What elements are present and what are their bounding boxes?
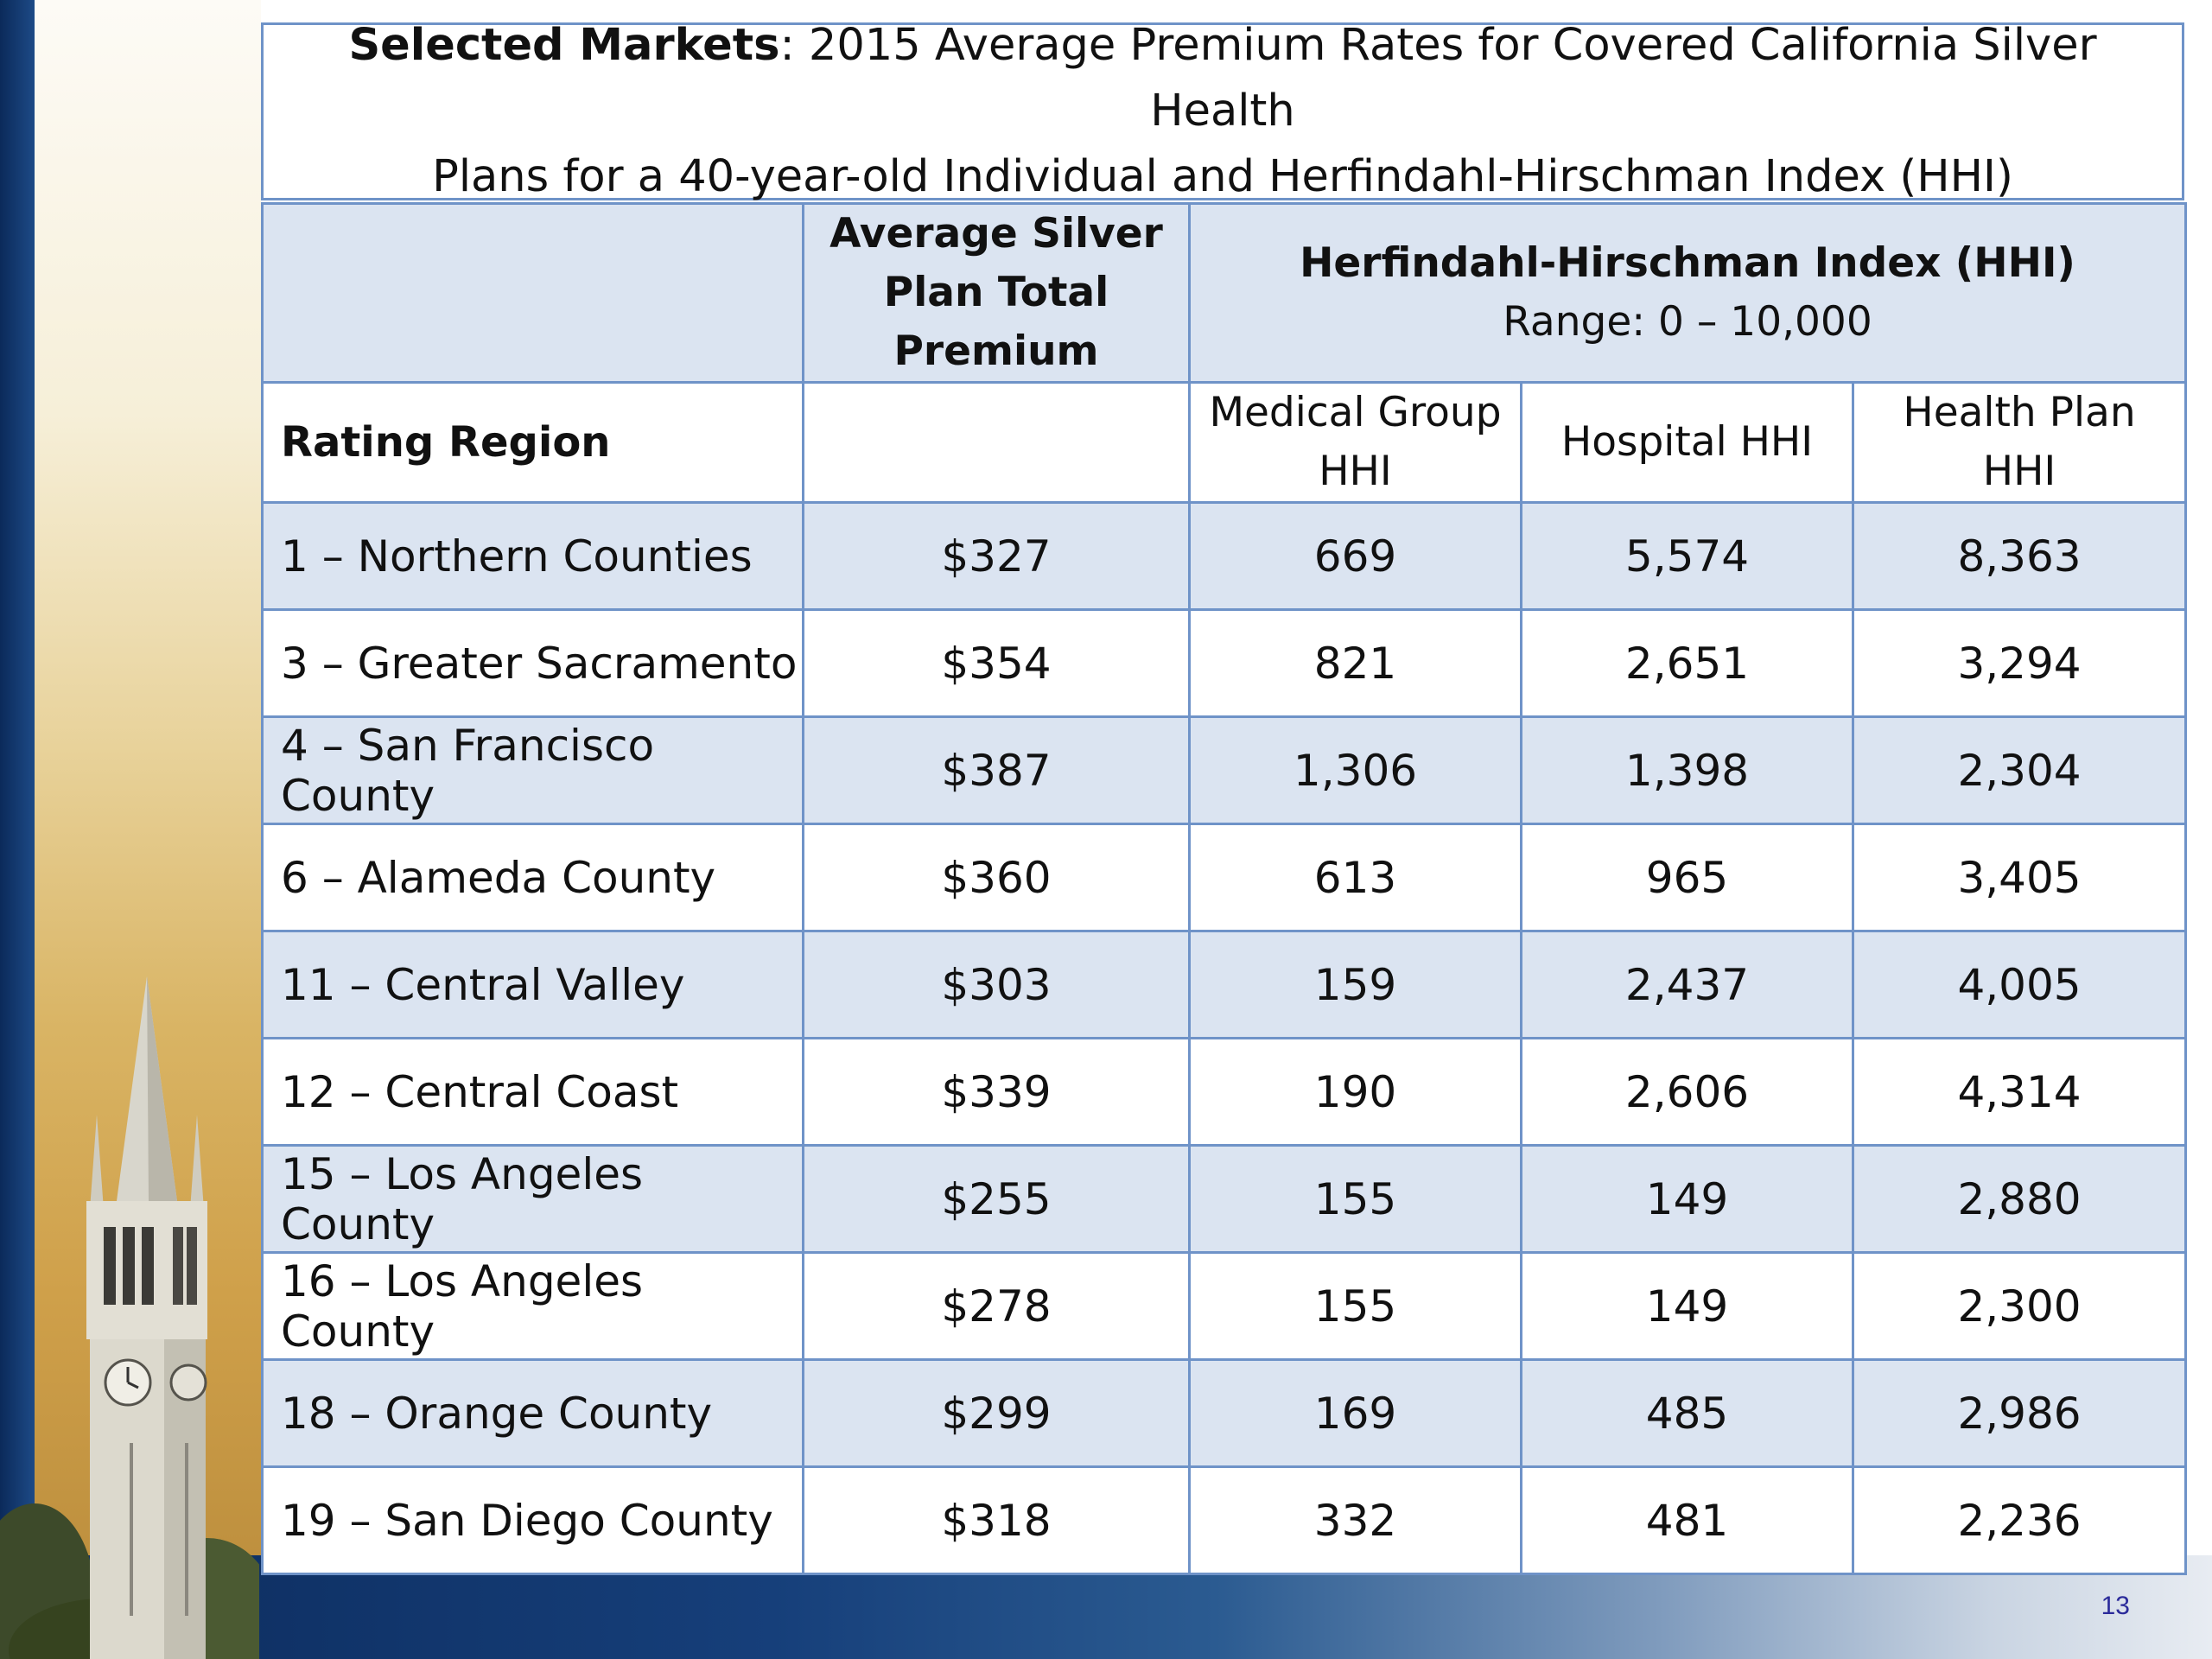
- cell-hospital: 1,398: [1520, 715, 1854, 825]
- cell-region: 18 – Orange County: [261, 1358, 804, 1468]
- table-row: 3 – Greater Sacramento $354 821 2,651 3,294: [261, 608, 2188, 718]
- cell-premium: $255: [802, 1144, 1191, 1254]
- cell-hospital: 149: [1520, 1144, 1854, 1254]
- slide-number: 13: [2101, 1592, 2130, 1620]
- cell-health-plan: 3,405: [1851, 823, 2188, 932]
- header-premium-line2: Plan Total: [883, 269, 1109, 316]
- cell-premium: $299: [802, 1358, 1191, 1468]
- cell-hospital: 149: [1520, 1251, 1854, 1361]
- cell-medical-group: 821: [1188, 608, 1522, 718]
- header-hhi: Herfindahl-Hirschman Index (HHI) Range: …: [1187, 202, 2188, 384]
- header-health-plan-line1: Health Plan: [1903, 389, 2136, 436]
- header-premium: Average Silver Plan Total Premium: [802, 202, 1191, 384]
- header-row-2: Rating Region Medical Group HHI Hospital…: [261, 381, 2188, 504]
- cell-region: 12 – Central Coast: [261, 1037, 804, 1147]
- cell-health-plan: 8,363: [1851, 501, 2188, 611]
- cell-medical-group: 155: [1188, 1144, 1522, 1254]
- header-hhi-title: Herfindahl-Hirschman Index (HHI): [1300, 239, 2075, 287]
- header-health-plan-line2: HHI: [1982, 448, 2056, 495]
- table-row: 1 – Northern Counties $327 669 5,574 8,363: [261, 501, 2188, 611]
- cell-hospital: 485: [1520, 1358, 1854, 1468]
- table-row: 19 – San Diego County $318 332 481 2,236: [261, 1465, 2188, 1575]
- cell-region: 1 – Northern Counties: [261, 501, 804, 611]
- header-hhi-range: Range: 0 – 10,000: [1503, 298, 1872, 346]
- header-blank-premium: [802, 381, 1191, 504]
- header-premium-line3: Premium: [893, 327, 1099, 375]
- table-row: 15 – Los Angeles County $255 155 149 2,880: [261, 1144, 2188, 1254]
- cell-premium: $387: [802, 715, 1191, 825]
- cell-medical-group: 155: [1188, 1251, 1522, 1361]
- header-medical-group: Medical Group HHI: [1188, 381, 1522, 504]
- cell-medical-group: 159: [1188, 930, 1522, 1039]
- header-empty-cell: [261, 202, 804, 384]
- table-row: 16 – Los Angeles County $278 155 149 2,300: [261, 1251, 2188, 1361]
- cell-region: 11 – Central Valley: [261, 930, 804, 1039]
- table-row: 4 – San Francisco County $387 1,306 1,398 2,…: [261, 715, 2188, 825]
- cell-region: 4 – San Francisco County: [261, 715, 804, 825]
- cell-hospital: 2,606: [1520, 1037, 1854, 1147]
- table-row: 6 – Alameda County $360 613 965 3,405: [261, 823, 2188, 932]
- table-row: 18 – Orange County $299 169 485 2,986: [261, 1358, 2188, 1468]
- cell-region: 19 – San Diego County: [261, 1465, 804, 1575]
- header-medical-group-line2: HHI: [1319, 448, 1392, 495]
- left-navy-stripe: [0, 0, 35, 1659]
- header-health-plan: Health Plan HHI: [1851, 381, 2188, 504]
- cell-health-plan: 4,005: [1851, 930, 2188, 1039]
- cell-premium: $339: [802, 1037, 1191, 1147]
- cell-premium: $318: [802, 1465, 1191, 1575]
- cell-premium: $360: [802, 823, 1191, 932]
- title-bold-part: Selected Markets: [348, 20, 780, 71]
- cell-health-plan: 2,300: [1851, 1251, 2188, 1361]
- cell-premium: $327: [802, 501, 1191, 611]
- table-row: 11 – Central Valley $303 159 2,437 4,005: [261, 930, 2188, 1039]
- cell-premium: $278: [802, 1251, 1191, 1361]
- cell-health-plan: 4,314: [1851, 1037, 2188, 1147]
- cell-health-plan: 2,986: [1851, 1358, 2188, 1468]
- cell-hospital: 481: [1520, 1465, 1854, 1575]
- cell-health-plan: 2,880: [1851, 1144, 2188, 1254]
- tower-illustration: [0, 976, 259, 1659]
- cell-health-plan: 2,236: [1851, 1465, 2188, 1575]
- cell-hospital: 965: [1520, 823, 1854, 932]
- cell-region: 15 – Los Angeles County: [261, 1144, 804, 1254]
- header-hospital: Hospital HHI: [1520, 381, 1854, 504]
- cell-medical-group: 190: [1188, 1037, 1522, 1147]
- cell-medical-group: 1,306: [1188, 715, 1522, 825]
- cell-hospital: 2,437: [1520, 930, 1854, 1039]
- table-row: 12 – Central Coast $339 190 2,606 4,314: [261, 1037, 2188, 1147]
- title-line1: : 2015 Average Premium Rates for Covered…: [779, 20, 2097, 137]
- cell-medical-group: 613: [1188, 823, 1522, 932]
- header-row-1: Average Silver Plan Total Premium Herfin…: [261, 202, 2188, 384]
- cell-health-plan: 3,294: [1851, 608, 2188, 718]
- cell-health-plan: 2,304: [1851, 715, 2188, 825]
- title-box: Selected Markets: 2015 Average Premium R…: [261, 20, 2184, 202]
- cell-medical-group: 169: [1188, 1358, 1522, 1468]
- cell-region: 16 – Los Angeles County: [261, 1251, 804, 1361]
- cell-premium: $303: [802, 930, 1191, 1039]
- header-premium-line1: Average Silver: [830, 210, 1163, 257]
- cell-premium: $354: [802, 608, 1191, 718]
- cell-region: 6 – Alameda County: [261, 823, 804, 932]
- header-rating-region: Rating Region: [261, 381, 804, 504]
- slide-title: Selected Markets: 2015 Average Premium R…: [264, 13, 2182, 210]
- title-line2: Plans for a 40-year-old Individual and H…: [432, 151, 2013, 202]
- cell-hospital: 2,651: [1520, 608, 1854, 718]
- premium-hhi-table: Average Silver Plan Total Premium Herfin…: [261, 202, 2188, 1575]
- cell-hospital: 5,574: [1520, 501, 1854, 611]
- cell-medical-group: 669: [1188, 501, 1522, 611]
- cell-region: 3 – Greater Sacramento: [261, 608, 804, 718]
- header-medical-group-line1: Medical Group: [1209, 389, 1502, 436]
- cell-medical-group: 332: [1188, 1465, 1522, 1575]
